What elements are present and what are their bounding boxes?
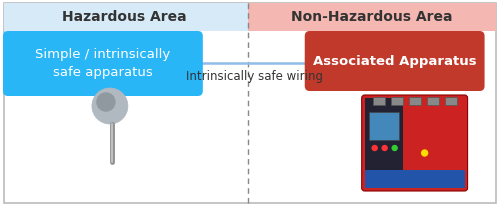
FancyBboxPatch shape [304, 31, 484, 91]
Text: Hazardous Area: Hazardous Area [62, 10, 186, 24]
FancyBboxPatch shape [362, 95, 468, 191]
Text: Non-Hazardous Area: Non-Hazardous Area [291, 10, 452, 24]
FancyBboxPatch shape [4, 3, 496, 203]
Bar [390, 97, 402, 105]
FancyBboxPatch shape [3, 31, 203, 96]
Bar [368, 112, 398, 140]
Bar [444, 97, 456, 105]
Text: Simple / intrinsically
safe apparatus: Simple / intrinsically safe apparatus [36, 48, 170, 78]
Circle shape [97, 93, 115, 111]
Bar [364, 98, 403, 170]
Bar [426, 97, 438, 105]
Bar [4, 3, 248, 31]
Bar [248, 3, 496, 31]
Circle shape [392, 145, 397, 151]
Bar [372, 97, 384, 105]
Text: Associated Apparatus: Associated Apparatus [313, 55, 476, 68]
Circle shape [422, 150, 428, 156]
Bar [364, 170, 464, 188]
Circle shape [372, 145, 377, 151]
Circle shape [382, 145, 387, 151]
Bar [408, 97, 420, 105]
Circle shape [92, 88, 128, 124]
Text: Intrinsically safe wiring: Intrinsically safe wiring [186, 69, 324, 82]
